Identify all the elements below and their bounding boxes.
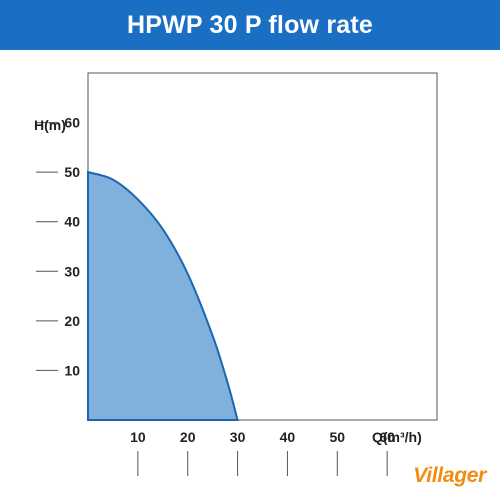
x-tick-label: 40 bbox=[280, 429, 296, 445]
y-axis-label: H(m) bbox=[34, 117, 66, 133]
y-tick-label: 50 bbox=[64, 164, 80, 180]
flow-curve-area bbox=[87, 170, 239, 421]
x-tick-label: 60 bbox=[379, 429, 395, 445]
y-tick-label: 20 bbox=[64, 313, 80, 329]
y-tick-label: 30 bbox=[64, 263, 80, 279]
y-axis-ticks: 10 20 30 40 50 60 bbox=[36, 115, 80, 378]
x-tick-label: 20 bbox=[180, 429, 196, 445]
x-axis-label: Q(m³/h) bbox=[372, 429, 422, 445]
x-tick-label: 30 bbox=[230, 429, 246, 445]
y-tick-label: 40 bbox=[64, 214, 80, 230]
villager-logo: Villager bbox=[413, 464, 486, 487]
title-bar: HPWP 30 P flow rate bbox=[0, 0, 500, 50]
x-tick-label: 50 bbox=[329, 429, 345, 445]
y-tick-label: 60 bbox=[64, 115, 80, 131]
y-tick-label: 10 bbox=[64, 362, 80, 378]
x-axis-ticks: 10 20 30 40 50 60 bbox=[130, 429, 395, 476]
x-tick-label: 10 bbox=[130, 429, 146, 445]
chart-title: HPWP 30 P flow rate bbox=[126, 10, 373, 39]
